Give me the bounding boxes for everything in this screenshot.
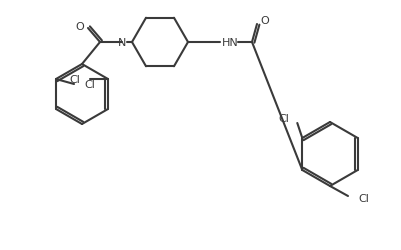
Text: Cl: Cl [278,114,289,124]
Text: Cl: Cl [69,75,80,85]
Text: HN: HN [221,38,238,48]
Text: O: O [260,16,269,26]
Text: N: N [117,38,126,48]
Text: Cl: Cl [357,193,368,203]
Text: O: O [75,22,84,32]
Text: Cl: Cl [84,80,95,90]
